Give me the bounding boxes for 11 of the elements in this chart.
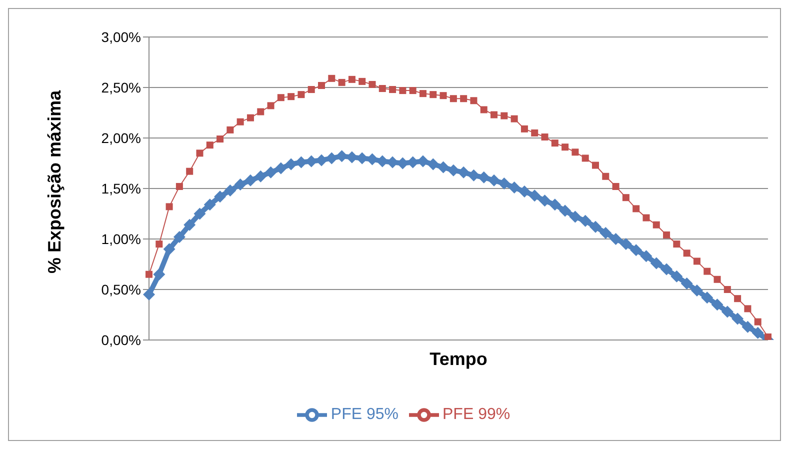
y-tick-label: 3,00% [101, 28, 141, 45]
y-tick-label: 2,00% [101, 130, 141, 146]
y-tick-label: 1,00% [101, 230, 141, 247]
legend-label: PFE 95% [330, 406, 398, 424]
y-axis-title: % Exposição máxima [44, 89, 64, 274]
y-tick-label: 0,00% [101, 332, 141, 348]
y-tick-label: 0,50% [101, 281, 141, 298]
legend-label: PFE 99% [442, 406, 510, 424]
y-tick-label: 1,50% [101, 180, 141, 196]
x-axis-title: Tempo [430, 348, 488, 369]
y-tick-label: 2,50% [101, 79, 141, 96]
